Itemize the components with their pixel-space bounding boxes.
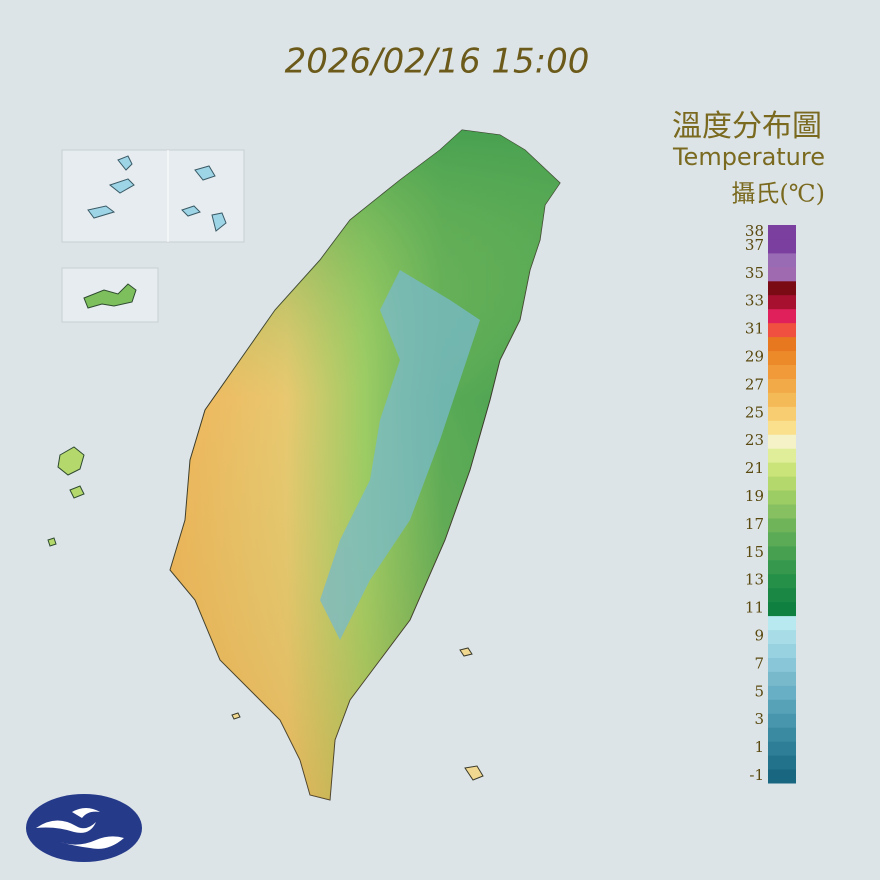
legend-tick-label: 38 xyxy=(745,222,764,240)
legend-band xyxy=(768,601,796,617)
legend-tick-label: 23 xyxy=(745,431,764,449)
unit: 攝氏(℃) xyxy=(731,180,825,208)
legend-tick-label: 1 xyxy=(754,738,764,756)
legend-tick-label: 17 xyxy=(745,515,764,533)
legend-tick-label: 21 xyxy=(745,459,764,477)
inset-matsu xyxy=(61,149,245,243)
legend-band xyxy=(768,531,796,547)
legend-band xyxy=(768,225,796,240)
legend-band xyxy=(768,364,796,379)
legend-tick-label: 5 xyxy=(754,682,764,700)
legend-tick-label: 37 xyxy=(745,236,764,254)
legend-band xyxy=(768,573,796,589)
legend-band xyxy=(768,559,796,575)
legend-band xyxy=(768,490,796,505)
legend-tick-label: 33 xyxy=(745,292,764,310)
legend-band xyxy=(768,517,796,533)
insets xyxy=(61,149,245,323)
legend-tick-label: 7 xyxy=(754,654,764,672)
legend-band xyxy=(768,280,796,296)
legend-tick-label: 29 xyxy=(745,348,764,366)
island xyxy=(83,283,137,309)
legend-band xyxy=(768,476,796,491)
legend-band xyxy=(768,406,796,421)
legend-tick-label: 27 xyxy=(745,375,764,393)
legend-band xyxy=(768,545,796,561)
legend-band xyxy=(768,769,796,784)
legend-tick-label: 3 xyxy=(754,710,764,728)
legend-band xyxy=(768,252,796,268)
legend-band xyxy=(768,378,796,393)
legend-band xyxy=(768,336,796,352)
legend-band xyxy=(768,504,796,519)
taiwan-shade xyxy=(170,130,560,800)
legend-band xyxy=(768,615,796,631)
legend-tick-label: 35 xyxy=(745,264,764,282)
island xyxy=(87,155,227,232)
legend-tick-label: 11 xyxy=(745,599,764,617)
legend-band xyxy=(768,308,796,324)
legend-band xyxy=(768,629,796,644)
legend-tick-label: 19 xyxy=(745,487,764,505)
legend-band xyxy=(768,699,796,714)
legend-tick-label: 25 xyxy=(745,403,764,421)
legend-band xyxy=(768,238,796,254)
penghu xyxy=(47,446,85,547)
legend-band xyxy=(768,671,796,686)
mountain-range xyxy=(320,270,480,640)
subtitle: Temperature xyxy=(672,143,825,171)
legend-tick-label: 31 xyxy=(745,320,764,338)
title: 溫度分布圖 xyxy=(672,109,822,144)
legend-band xyxy=(768,587,796,603)
legend-tick-label: 13 xyxy=(745,571,764,589)
legend-tick-label: -1 xyxy=(749,766,764,784)
legend-band xyxy=(768,462,796,477)
legend-band xyxy=(768,657,796,672)
legend-band xyxy=(768,713,796,728)
logo-mark xyxy=(36,808,124,849)
logo-ellipse xyxy=(26,794,142,862)
legend-band xyxy=(768,643,796,658)
legend-band xyxy=(768,755,796,770)
legend-band xyxy=(768,727,796,742)
legend-band xyxy=(768,322,796,338)
legend-band xyxy=(768,294,796,310)
legend-band xyxy=(768,741,796,756)
legend-tick-label: 15 xyxy=(745,543,764,561)
legend-band xyxy=(768,685,796,700)
legend-tick-label: 9 xyxy=(754,627,764,645)
legend-band xyxy=(768,448,796,463)
logo xyxy=(26,794,142,862)
legend-band xyxy=(768,434,796,449)
legend-band xyxy=(768,350,796,365)
legend-band xyxy=(768,392,796,407)
legend-band xyxy=(768,266,796,282)
island xyxy=(231,647,484,781)
legend-band xyxy=(768,420,796,435)
timestamp: 2026/02/16 15:00 xyxy=(285,42,590,82)
